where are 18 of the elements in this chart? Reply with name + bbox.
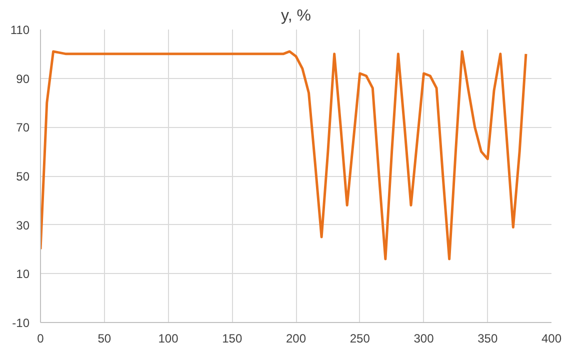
chart-title: y, % bbox=[281, 8, 311, 24]
x-tick-label: 300 bbox=[414, 332, 434, 345]
x-tick-label: 150 bbox=[222, 332, 242, 345]
x-tick-label: 250 bbox=[350, 332, 370, 345]
y-tick-label: 30 bbox=[16, 218, 30, 232]
y-tick-label: 90 bbox=[16, 72, 30, 86]
x-tick-label: 0 bbox=[37, 332, 44, 345]
y-tick-label: 70 bbox=[16, 120, 30, 135]
y-tick-label: 110 bbox=[10, 23, 30, 37]
y-tick-label: -10 bbox=[12, 316, 30, 330]
x-tick-label: 200 bbox=[286, 332, 306, 345]
x-tick-label: 400 bbox=[541, 332, 562, 345]
line-series bbox=[40, 50, 528, 260]
x-tick-label: 100 bbox=[158, 332, 179, 345]
y-tick-label: 50 bbox=[16, 170, 30, 184]
y-tick-label: 10 bbox=[16, 267, 30, 282]
x-tick-label: 50 bbox=[98, 332, 112, 345]
x-tick-label: 350 bbox=[478, 332, 498, 345]
